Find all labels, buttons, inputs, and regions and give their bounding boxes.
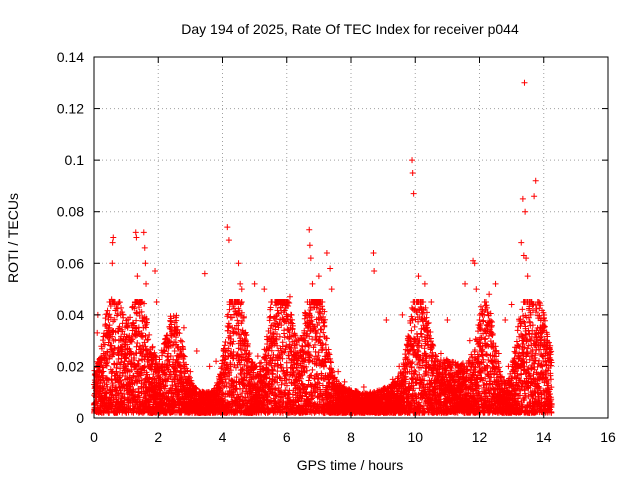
- data-point: [309, 366, 316, 373]
- data-point: [327, 359, 334, 366]
- data-point: [100, 368, 107, 375]
- data-point: [106, 311, 113, 318]
- data-point: [104, 307, 111, 314]
- data-point: [281, 330, 288, 337]
- data-point: [104, 359, 111, 366]
- data-point: [99, 337, 106, 344]
- data-point: [101, 341, 108, 348]
- data-point: [225, 320, 232, 327]
- data-point: [316, 309, 323, 316]
- data-point: [313, 330, 320, 337]
- data-point: [100, 385, 107, 392]
- data-point: [99, 385, 106, 392]
- chart-title: Day 194 of 2025, Rate Of TEC Index for r…: [181, 21, 519, 37]
- data-point: [103, 390, 110, 397]
- data-point: [103, 381, 110, 388]
- data-point: [103, 356, 110, 363]
- data-point: [226, 306, 233, 313]
- data-point: [321, 322, 328, 329]
- data-point: [135, 357, 142, 364]
- data-point: [306, 343, 313, 350]
- data-point: [98, 345, 105, 352]
- data-point: [107, 303, 114, 310]
- data-point: [109, 333, 116, 340]
- data-point: [258, 359, 265, 366]
- data-point: [408, 327, 415, 334]
- data-points: [90, 79, 555, 416]
- grid-lines: [94, 57, 608, 418]
- data-point: [107, 314, 114, 321]
- data-point: [256, 360, 263, 367]
- data-point: [106, 322, 113, 329]
- data-point: [118, 304, 125, 311]
- data-point: [234, 317, 241, 324]
- data-point: [103, 362, 110, 369]
